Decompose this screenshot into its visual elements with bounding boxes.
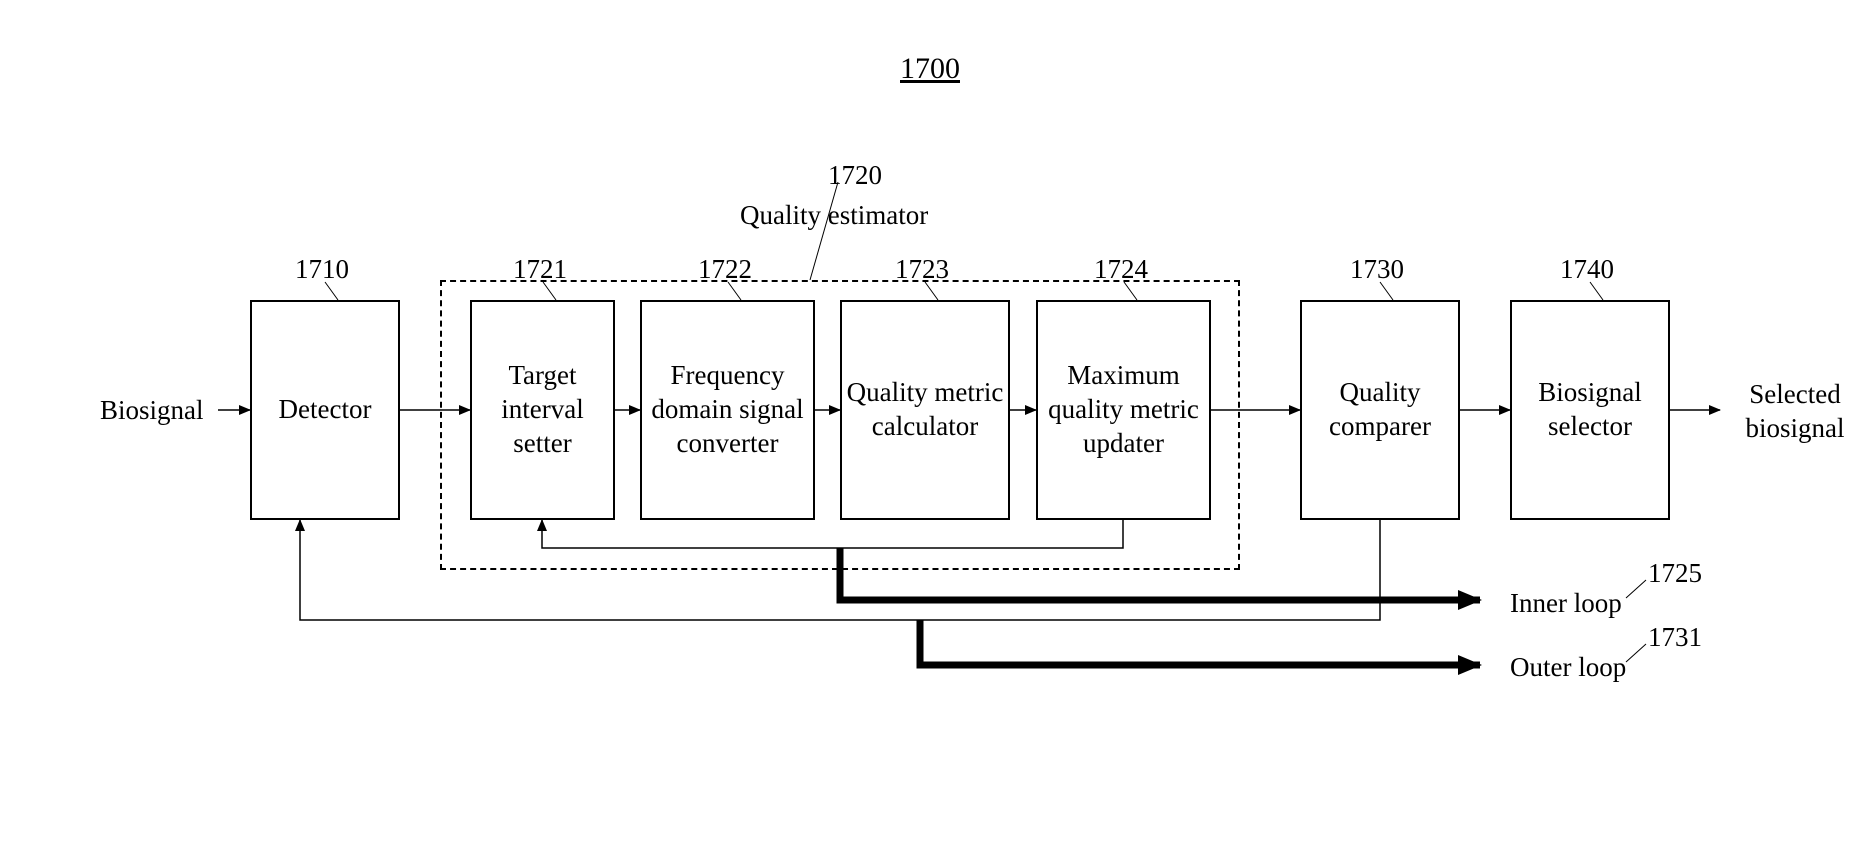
freq-label: Frequency domain signal converter <box>646 359 809 460</box>
inner-loop-label: Inner loop <box>1510 588 1622 619</box>
detector-block: Detector <box>250 300 400 520</box>
inner-loop-ref: 1725 <box>1648 558 1702 589</box>
outer-loop-ref: 1731 <box>1648 622 1702 653</box>
freq-block: Frequency domain signal converter <box>640 300 815 520</box>
max-ref: 1724 <box>1094 254 1148 285</box>
diagram-title: 1700 <box>900 52 960 86</box>
detector-ref: 1710 <box>295 254 349 285</box>
max-label: Maximum quality metric updater <box>1042 359 1205 460</box>
output-label: Selected biosignal <box>1730 378 1860 446</box>
quality-ref: 1723 <box>895 254 949 285</box>
selector-ref: 1740 <box>1560 254 1614 285</box>
quality-block: Quality metric calculator <box>840 300 1010 520</box>
quality-estimator-label: Quality estimator <box>740 200 928 231</box>
detector-label: Detector <box>279 393 372 427</box>
input-label: Biosignal <box>100 395 204 426</box>
comparer-label: Quality comparer <box>1306 376 1454 444</box>
quality-estimator-ref: 1720 <box>828 160 882 191</box>
outer-loop-label: Outer loop <box>1510 652 1626 683</box>
target-ref: 1721 <box>513 254 567 285</box>
target-label: Target interval setter <box>476 359 609 460</box>
freq-ref: 1722 <box>698 254 752 285</box>
comparer-block: Quality comparer <box>1300 300 1460 520</box>
max-block: Maximum quality metric updater <box>1036 300 1211 520</box>
target-block: Target interval setter <box>470 300 615 520</box>
quality-label: Quality metric calculator <box>846 376 1004 444</box>
comparer-ref: 1730 <box>1350 254 1404 285</box>
selector-label: Biosignal selector <box>1516 376 1664 444</box>
selector-block: Biosignal selector <box>1510 300 1670 520</box>
